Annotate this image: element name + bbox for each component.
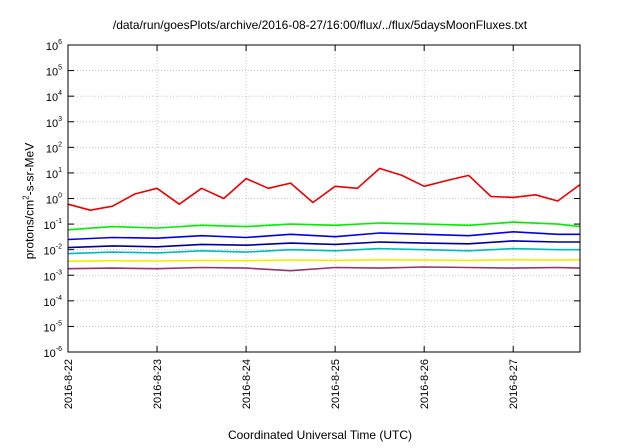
plot-frame	[67, 44, 581, 353]
y-tick-label: 103	[46, 116, 62, 130]
series-line	[67, 266, 581, 272]
y-tick-label: 10-3	[44, 269, 63, 283]
y-tick-label: 104	[46, 90, 62, 104]
y-tick-label: 10-1	[44, 218, 63, 232]
x-tick-label: 2016-8-27	[508, 359, 520, 409]
y-tick-label: 101	[46, 167, 62, 181]
x-axis-label: Coordinated Universal Time (UTC)	[227, 428, 413, 442]
y-tick-label: 10-5	[44, 320, 63, 334]
series-line	[67, 240, 580, 249]
series-line	[67, 258, 581, 263]
y-tick-label: 10-6	[44, 346, 63, 360]
series-line	[67, 221, 581, 231]
x-tick-label: 2016-8-24	[241, 359, 253, 409]
series-line	[67, 167, 581, 211]
series-line	[67, 231, 580, 241]
x-tick-label: 2016-8-25	[330, 359, 342, 409]
y-tick-label: 106	[46, 39, 62, 53]
x-tick-label: 2016-8-22	[63, 359, 75, 409]
x-tick-label: 2016-8-26	[419, 359, 431, 409]
series-line	[67, 247, 580, 255]
y-tick-label: 10-4	[44, 295, 63, 309]
y-tick-label: 102	[46, 141, 62, 155]
y-tick-label: 105	[46, 65, 62, 79]
y-tick-label: 100	[46, 193, 62, 207]
chart-title: /data/run/goesPlots/archive/2016-08-27/1…	[112, 18, 528, 32]
y-tick-label: 10-2	[44, 244, 63, 258]
x-tick-label: 2016-8-23	[152, 359, 164, 409]
